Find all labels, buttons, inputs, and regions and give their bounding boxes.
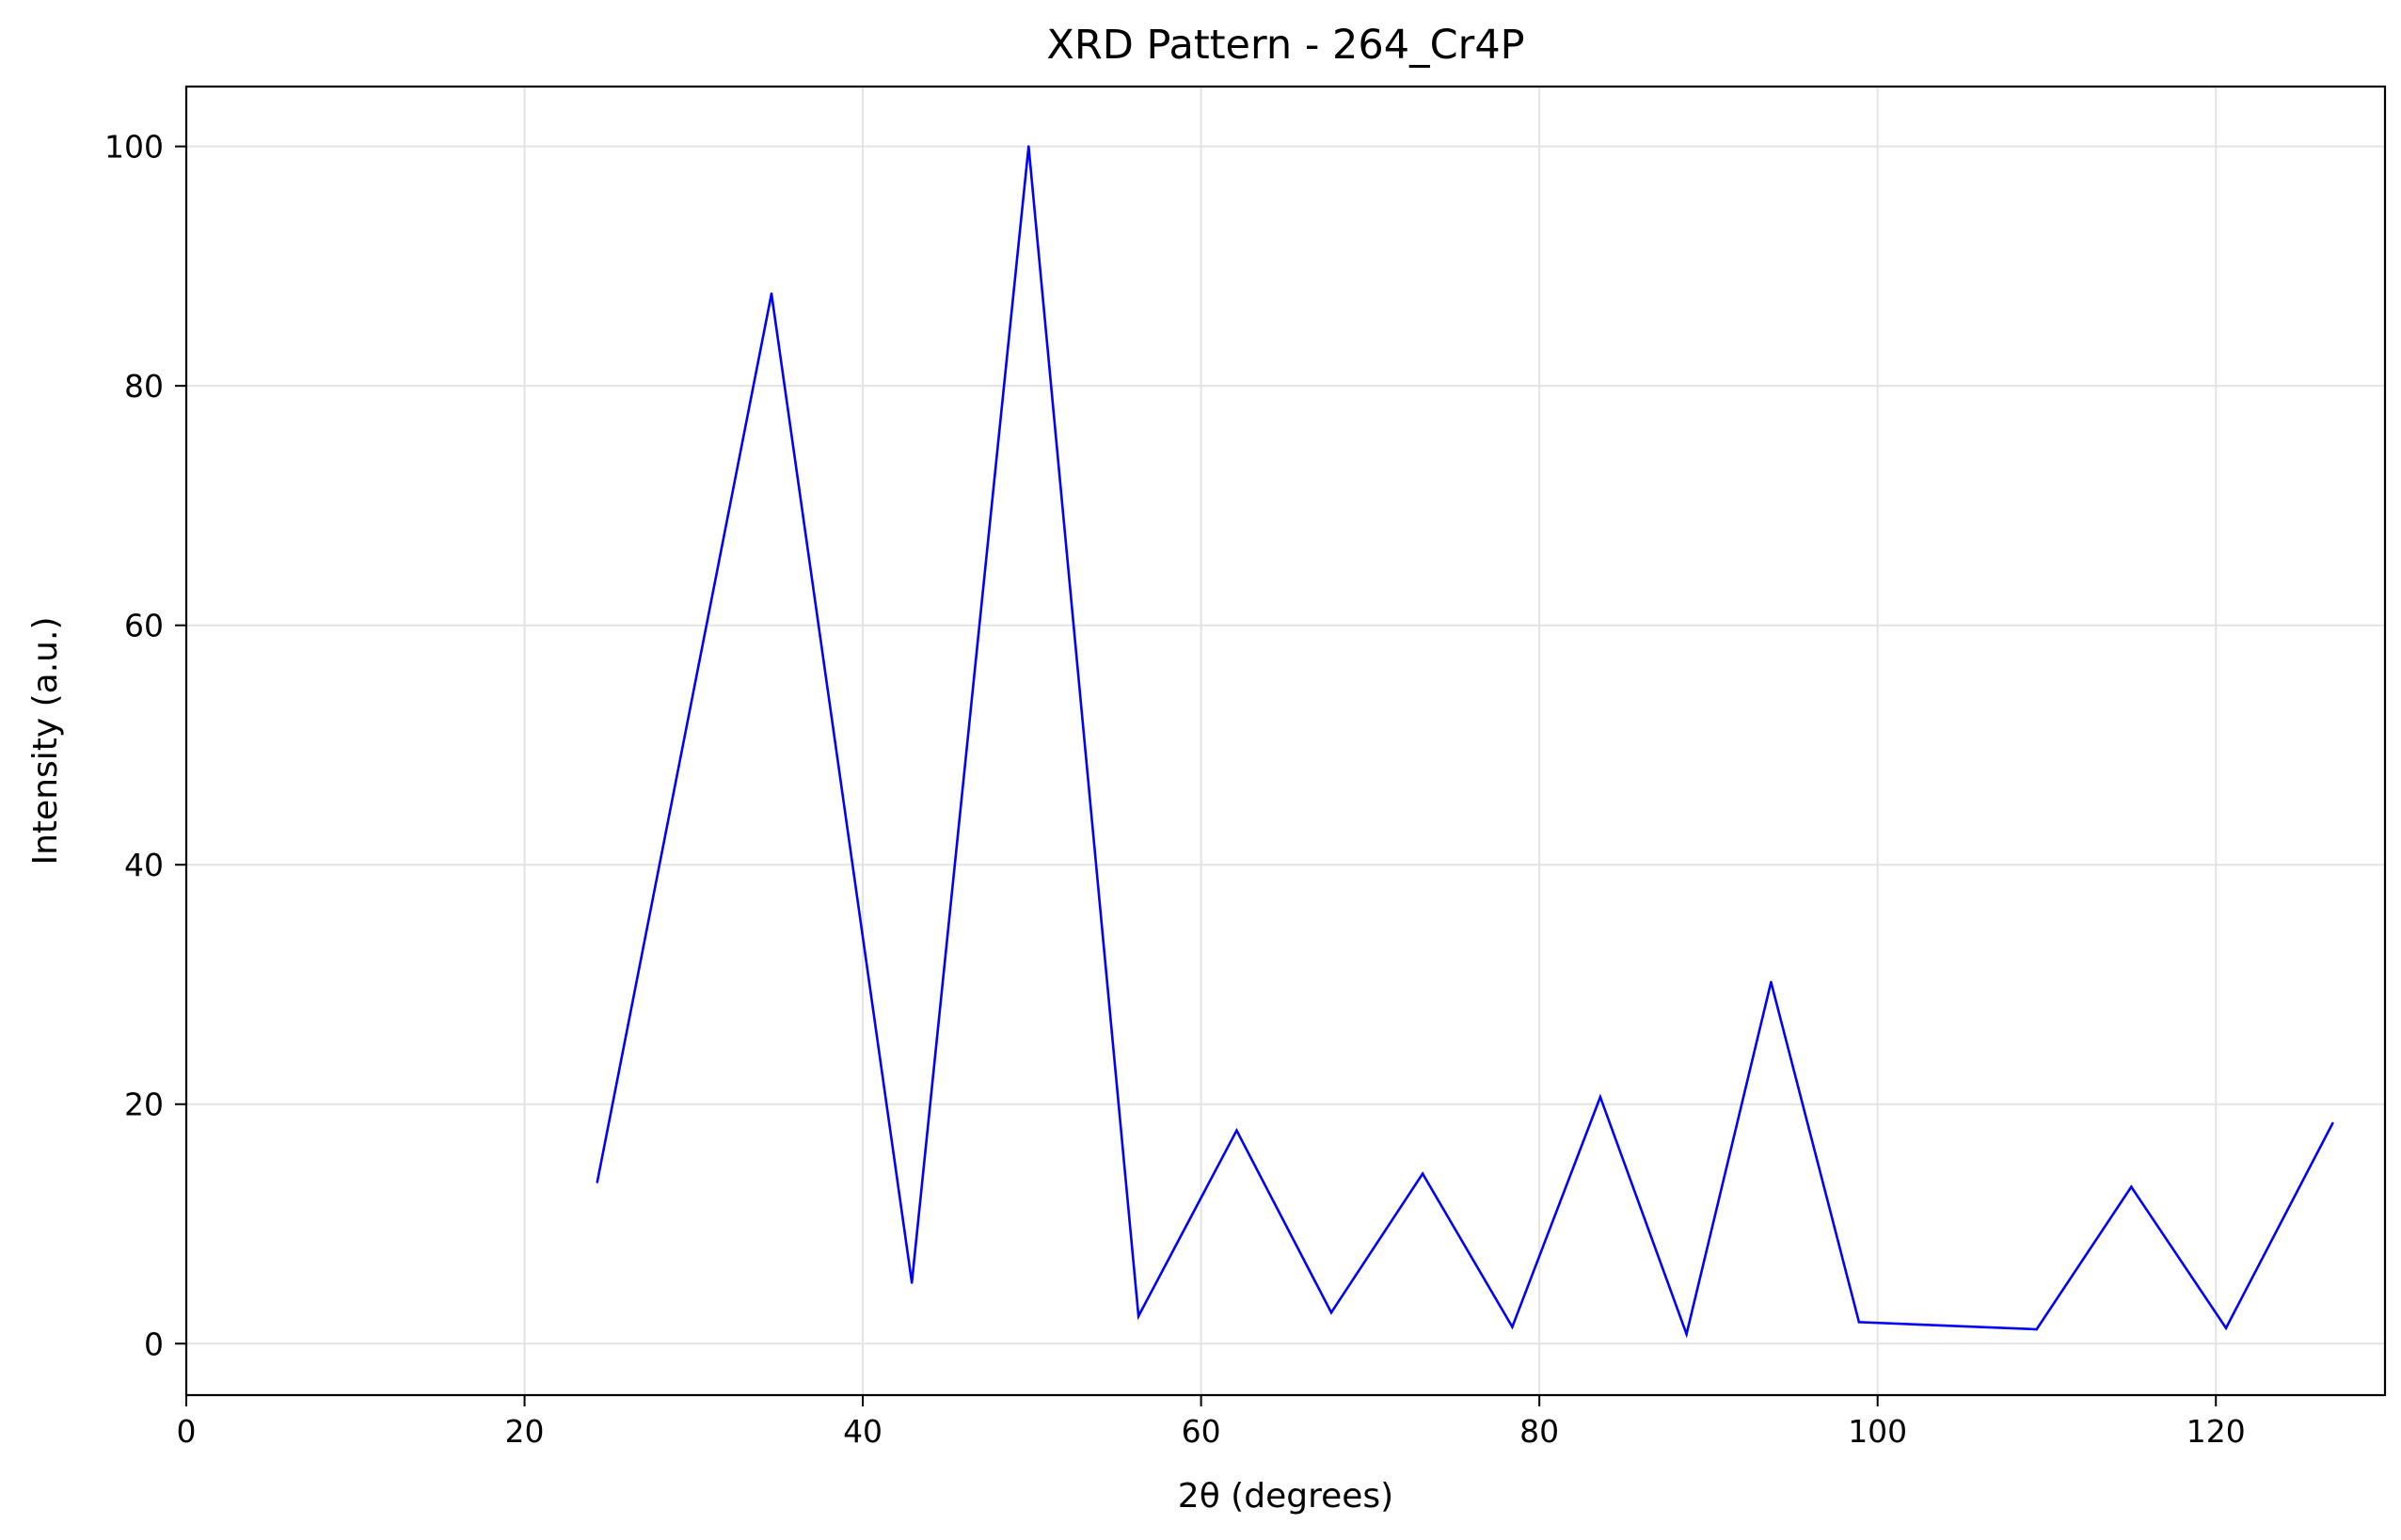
plot-frame [184,85,2387,1397]
axis-ticks: 0 20 40 60 80 100 120 0 20 40 60 80 100 [104,129,2246,1450]
data-point [596,1181,599,1183]
x-tick-label: 60 [1182,1413,1221,1450]
x-tick-label: 120 [2186,1413,2246,1450]
data-point [2035,1327,2038,1331]
data-point [1421,1172,1424,1175]
y-axis-title: Intensity (a.u.) [26,617,65,865]
data-point [1026,145,1030,148]
data-point [1511,1326,1514,1328]
x-tick-label: 80 [1519,1413,1559,1450]
data-point [1685,1332,1688,1336]
grid [185,87,2385,1395]
data-point [770,292,773,295]
data-point [1770,980,1773,984]
y-tick-label: 40 [124,847,164,883]
data-point [2224,1326,2228,1330]
x-tick-label: 20 [505,1413,545,1450]
x-tick-label: 100 [1848,1413,1907,1450]
data-point [2330,1121,2334,1125]
data-point [1329,1310,1333,1314]
data-point [1235,1129,1238,1133]
data-point [2130,1185,2133,1188]
y-tick-label: 20 [124,1087,164,1123]
data-point [1598,1095,1602,1099]
data-point [1857,1321,1861,1324]
x-tick-label: 0 [177,1413,197,1450]
x-tick-label: 40 [843,1413,882,1450]
y-tick-label: 80 [124,368,164,405]
data-point [910,1281,914,1284]
y-tick-label: 60 [124,608,164,644]
x-axis-title: 2θ (degrees) [1178,1477,1393,1516]
series-layer [596,145,2334,1339]
y-tick-label: 0 [144,1326,164,1362]
data-point [1137,1314,1140,1318]
chart-title: XRD Pattern - 264_Cr4P [1046,22,1524,69]
y-tick-label: 100 [104,129,164,166]
